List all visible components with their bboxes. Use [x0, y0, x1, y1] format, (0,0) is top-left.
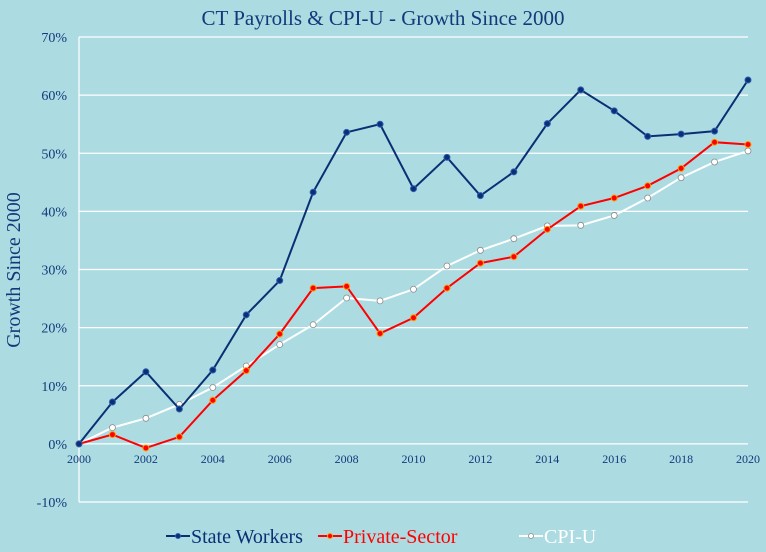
data-point: [543, 120, 551, 128]
data-point: [410, 185, 417, 193]
data-point: [443, 284, 451, 292]
data-point: [744, 147, 752, 155]
y-tick-label: 60%: [41, 89, 67, 104]
data-point: [142, 444, 150, 452]
data-point: [343, 294, 351, 302]
legend-label: State Workers: [191, 526, 303, 548]
legend-label: Private-Sector: [343, 526, 458, 548]
data-point: [610, 107, 618, 115]
data-point: [276, 277, 284, 285]
y-tick-label: 50%: [41, 147, 67, 162]
data-point: [410, 285, 417, 293]
data-point: [75, 440, 83, 448]
data-point: [108, 431, 116, 439]
data-point: [108, 398, 116, 406]
y-tick-label: 10%: [41, 380, 67, 395]
data-point: [476, 259, 484, 267]
x-tick-label: 2014: [535, 452, 559, 466]
data-point: [677, 164, 685, 172]
legend-label: CPI-U: [544, 526, 597, 548]
data-point: [276, 330, 284, 338]
x-tick-label: 2008: [335, 452, 359, 466]
y-axis-label: Growth Since 2000: [3, 192, 25, 348]
data-point: [175, 433, 183, 441]
data-point: [543, 225, 551, 233]
data-point: [443, 262, 451, 270]
y-tick-label: 0%: [48, 438, 67, 453]
data-point: [142, 414, 150, 422]
data-point: [577, 221, 585, 229]
legend: State Workers Private-Sector CPI-U: [166, 526, 597, 548]
legend-marker: [528, 533, 534, 539]
data-point: [343, 282, 351, 290]
data-point: [376, 297, 384, 305]
x-tick-label: 2000: [67, 452, 91, 466]
data-point: [744, 76, 752, 84]
data-point: [376, 120, 384, 128]
data-point: [644, 182, 652, 190]
x-tick-label: 2018: [669, 452, 693, 466]
legend-marker: [327, 533, 333, 539]
legend-item: CPI-U: [519, 526, 597, 548]
data-point: [577, 86, 585, 94]
data-point: [175, 405, 183, 413]
data-point: [309, 321, 317, 329]
legend-item: Private-Sector: [318, 526, 458, 548]
data-point: [476, 246, 484, 254]
x-tick-label: 2016: [602, 452, 626, 466]
data-point: [644, 194, 652, 202]
data-point: [343, 128, 351, 136]
data-point: [376, 329, 384, 337]
data-point: [410, 314, 417, 322]
legend-item: State Workers: [166, 526, 303, 548]
data-point: [610, 194, 618, 202]
data-point: [476, 192, 484, 200]
y-tick-label: 40%: [41, 205, 67, 220]
series-cpi-u: [75, 147, 752, 448]
data-point: [242, 311, 250, 319]
data-point: [610, 212, 618, 219]
chart-title: CT Payrolls & CPI-U - Growth Since 2000: [201, 6, 564, 30]
data-point: [644, 132, 652, 140]
data-point: [510, 235, 518, 243]
data-point: [443, 153, 451, 161]
data-point: [209, 366, 217, 374]
data-point: [510, 253, 518, 261]
x-tick-label: 2010: [402, 452, 426, 466]
data-point: [309, 188, 317, 196]
series-state-workers: [75, 76, 752, 448]
x-tick-label: 2020: [736, 452, 760, 466]
x-tick-label: 2012: [468, 452, 492, 466]
y-tick-label: 20%: [41, 322, 67, 337]
data-point: [109, 424, 116, 432]
y-tick-label: 30%: [41, 264, 67, 279]
data-point: [309, 284, 317, 292]
data-point: [711, 138, 719, 146]
data-point: [744, 141, 752, 149]
x-tick-label: 2006: [268, 452, 292, 466]
y-tick-label: 70%: [41, 31, 67, 46]
data-point: [242, 367, 250, 375]
x-tick-label: 2004: [201, 452, 225, 466]
data-point: [209, 396, 217, 404]
data-point: [711, 158, 718, 166]
data-point: [142, 368, 150, 376]
x-tick-label: 2002: [134, 452, 158, 466]
data-point: [677, 174, 685, 182]
data-point: [677, 130, 685, 138]
data-point: [510, 168, 518, 176]
legend-marker: [175, 533, 181, 539]
data-point: [711, 127, 719, 135]
data-point: [209, 384, 217, 391]
y-tick-label: -10%: [37, 496, 68, 511]
data-point: [577, 202, 585, 210]
data-point: [276, 341, 284, 348]
